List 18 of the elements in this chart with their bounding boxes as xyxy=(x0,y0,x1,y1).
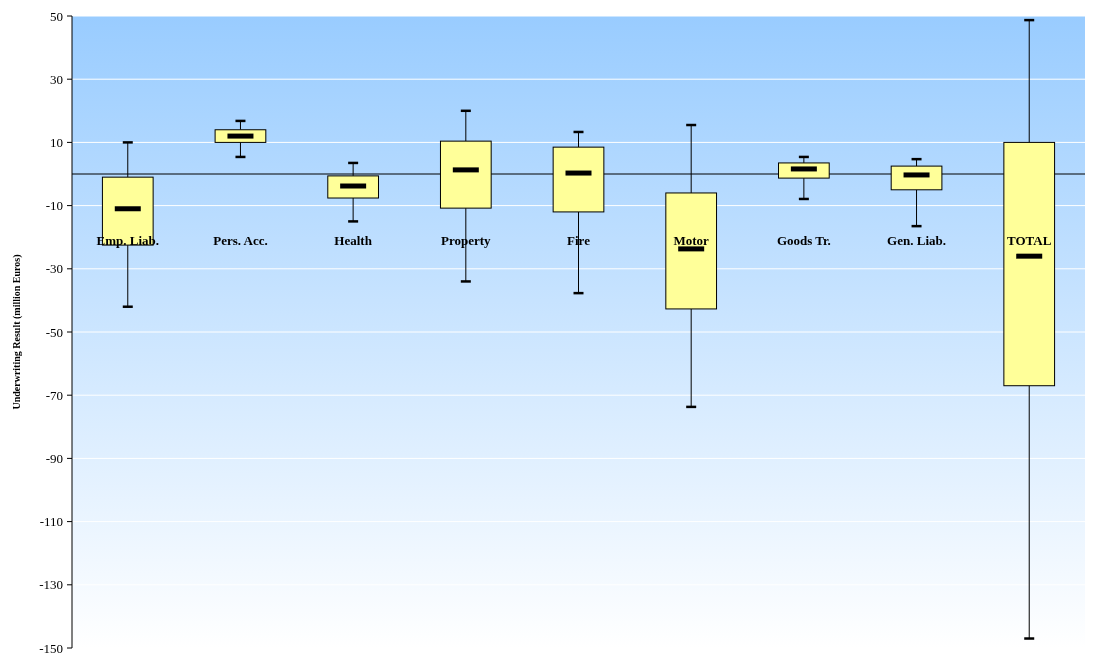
y-tick-label: -70 xyxy=(45,387,63,403)
y-tick-label: -150 xyxy=(39,640,63,655)
y-tick-label: -50 xyxy=(45,324,63,340)
y-tick-label: 50 xyxy=(50,8,63,24)
x-tick-label: Pers. Acc. xyxy=(213,232,268,248)
y-tick-label: -90 xyxy=(45,450,63,466)
x-tick-label: Goods Tr. xyxy=(776,232,831,248)
y-tick-label: -110 xyxy=(39,514,63,530)
x-tick-label: Gen. Liab. xyxy=(887,232,946,248)
x-tick-label: TOTAL xyxy=(1007,232,1052,248)
x-tick-label: Health xyxy=(334,232,373,248)
y-tick-label: 10 xyxy=(50,134,63,150)
x-tick-label: Motor xyxy=(673,232,710,248)
y-tick-label: -10 xyxy=(45,198,63,214)
y-axis-title: Underwriting Result (million Euros) xyxy=(11,254,23,410)
y-tick-label: -130 xyxy=(39,577,63,593)
y-tick-label: 30 xyxy=(50,71,63,87)
y-tick-label: -30 xyxy=(45,261,63,277)
